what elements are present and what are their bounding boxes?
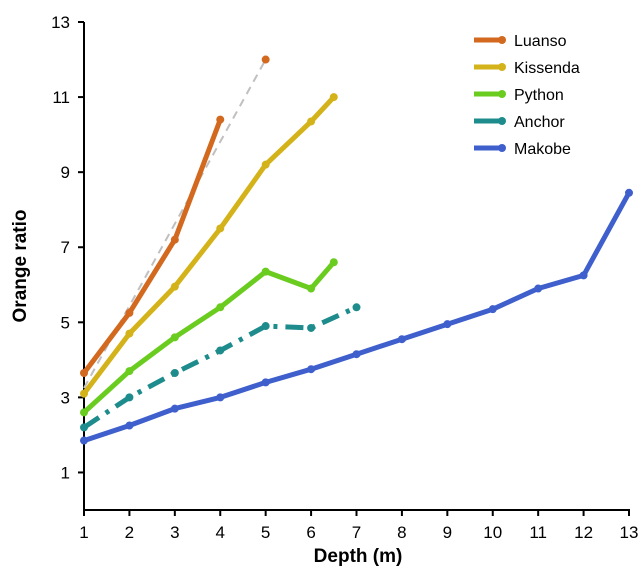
series-python [80,258,338,417]
data-point [125,329,134,338]
x-tick-label: 11 [529,523,547,542]
data-point [534,284,543,293]
data-point [170,404,179,413]
data-point [170,368,179,377]
y-tick-label: 9 [61,163,70,182]
data-point [170,235,179,244]
data-point [80,436,88,445]
x-tick-label: 9 [443,523,452,542]
x-tick-label: 5 [261,523,270,542]
legend-label: Kissenda [514,60,580,77]
series-line [81,259,337,415]
legend-item-luanso: Luanso [474,33,567,50]
legend-item-python: Python [474,87,564,104]
data-point [352,303,361,312]
series-layer [80,93,633,445]
data-point [216,303,225,312]
series-makobe [80,188,633,445]
data-point [307,284,316,293]
y-axis-title: Orange ratio [10,210,31,323]
data-point [216,393,225,402]
data-point [261,160,270,169]
data-point [80,368,88,377]
data-point [307,117,316,126]
x-tick-label: 8 [397,523,406,542]
y-tick-label: 13 [51,13,70,32]
legend-item-makobe: Makobe [474,141,571,158]
y-tick-label: 1 [61,463,70,482]
x-axis-ticks: 1 2 3 4 5 6 7 8 9 10 11 12 13 [79,510,638,542]
legend-item-kissenda: Kissenda [474,60,580,77]
data-point [261,378,270,387]
y-tick-label: 5 [61,313,70,332]
data-point [216,346,225,355]
x-tick-label: 4 [216,523,225,542]
series-luanso [80,115,225,377]
legend-marker [498,63,506,71]
legend-marker [498,90,506,98]
x-axis-title: Depth (m) [314,546,403,567]
y-tick-label: 3 [61,388,70,407]
data-point [352,350,361,359]
data-point [125,421,134,430]
data-point [579,271,588,280]
y-tick-label: 11 [52,88,70,107]
x-tick-label: 3 [170,523,179,542]
legend-label: Makobe [514,141,571,158]
data-point [170,282,179,291]
data-point [80,408,88,417]
legend-label: Anchor [514,114,565,131]
legend-label: Python [514,87,564,104]
series-anchor [80,303,361,432]
legend-item-anchor: Anchor [474,114,565,131]
x-tick-label: 1 [79,523,88,542]
x-tick-label: 10 [483,523,502,542]
series-line [81,117,223,376]
data-point [397,335,406,344]
series-kissenda [80,93,338,398]
data-point [125,308,134,317]
series-line [81,190,632,444]
data-point [261,267,270,276]
data-point [443,320,452,329]
series-line [81,94,337,397]
data-point [80,389,88,398]
x-tick-label: 6 [306,523,315,542]
x-tick-label: 2 [125,523,134,542]
x-tick-label: 12 [574,523,593,542]
data-point [80,423,88,432]
legend-label: Luanso [514,33,567,50]
legend-marker [498,117,506,125]
x-tick-label: 13 [620,523,639,542]
data-point [170,333,179,342]
x-tick-label: 7 [352,523,361,542]
data-point [216,224,225,233]
data-point [625,188,633,197]
data-point [216,115,225,124]
legend: Luanso Kissenda Python Anchor Makobe [474,33,580,158]
data-point [307,365,316,374]
data-point [307,323,316,332]
data-point [261,322,270,331]
y-tick-label: 7 [61,238,70,257]
legend-marker [498,144,506,152]
data-point [125,393,134,402]
data-point [125,367,134,376]
data-point [329,258,338,267]
reference-endpoint [261,55,270,64]
legend-marker [498,36,506,44]
data-point [329,93,338,102]
data-point [488,305,497,314]
